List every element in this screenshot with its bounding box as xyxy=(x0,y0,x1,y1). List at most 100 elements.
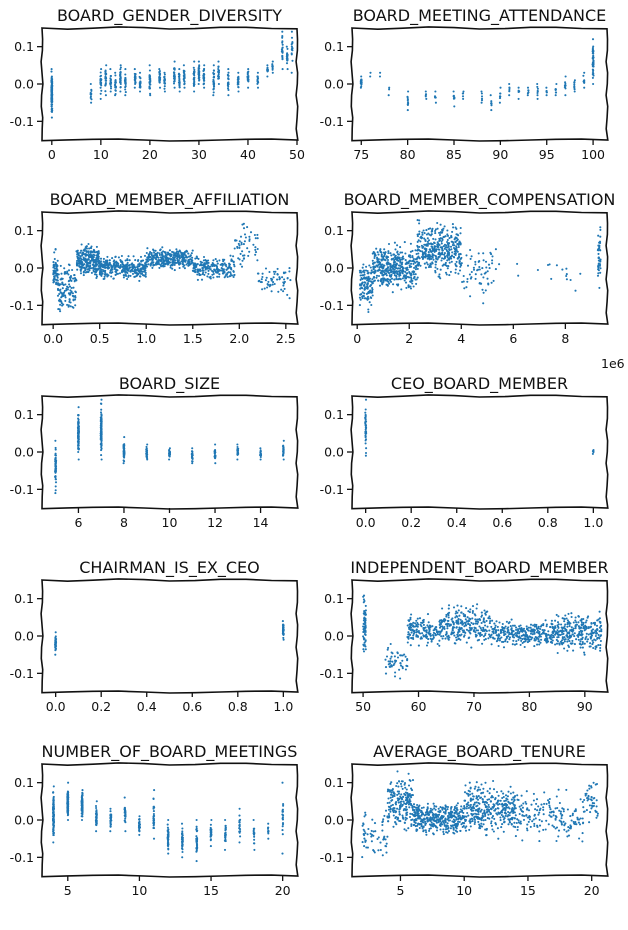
data-point xyxy=(76,255,79,258)
data-point xyxy=(99,402,103,405)
data-point xyxy=(426,257,429,260)
data-point xyxy=(440,240,443,243)
data-point xyxy=(100,274,103,277)
data-point xyxy=(216,260,219,263)
data-point xyxy=(515,642,518,646)
data-point xyxy=(77,441,80,444)
data-point xyxy=(74,290,77,293)
data-point xyxy=(238,246,241,249)
data-point xyxy=(366,282,369,285)
data-point xyxy=(61,292,64,295)
data-point xyxy=(193,74,196,77)
data-point xyxy=(398,277,401,280)
data-point xyxy=(149,83,152,86)
data-point xyxy=(130,263,134,266)
data-point xyxy=(171,256,175,259)
data-point xyxy=(380,258,383,261)
x-tick-label: 8 xyxy=(120,515,128,530)
data-point xyxy=(290,30,293,33)
data-point xyxy=(173,269,176,272)
data-point xyxy=(122,459,125,462)
data-point xyxy=(447,637,450,640)
data-point xyxy=(484,638,487,641)
data-point xyxy=(515,640,518,643)
data-point xyxy=(415,625,418,628)
x-tick-label: 0.5 xyxy=(90,331,110,346)
data-point xyxy=(470,621,473,624)
data-point xyxy=(421,246,424,249)
data-point xyxy=(456,243,459,246)
data-point xyxy=(173,76,176,80)
data-point xyxy=(81,251,84,254)
data-point xyxy=(242,257,245,260)
data-point xyxy=(224,263,227,266)
data-point xyxy=(367,308,370,311)
data-point xyxy=(173,80,176,83)
data-point xyxy=(465,607,468,610)
data-point xyxy=(412,624,415,627)
data-point xyxy=(288,297,291,300)
data-point xyxy=(379,249,382,252)
data-point xyxy=(119,90,122,93)
data-point xyxy=(68,298,71,301)
data-point xyxy=(537,625,540,628)
data-point xyxy=(70,291,73,294)
data-point xyxy=(504,638,507,641)
data-point xyxy=(56,282,60,285)
data-point xyxy=(451,251,454,254)
data-point xyxy=(419,623,422,626)
data-point xyxy=(256,259,259,262)
data-point xyxy=(168,450,171,454)
data-point xyxy=(54,485,57,488)
data-point xyxy=(523,645,526,649)
data-point xyxy=(254,237,257,240)
data-point xyxy=(153,256,156,259)
data-point xyxy=(364,604,367,607)
data-point xyxy=(548,263,551,266)
x-tick-label: 0 xyxy=(48,147,56,162)
data-point xyxy=(145,265,149,268)
data-point xyxy=(538,643,541,646)
data-point xyxy=(445,623,448,626)
data-point xyxy=(106,262,109,265)
data-point xyxy=(481,267,484,270)
x-tick-label: 14 xyxy=(253,515,269,530)
data-point xyxy=(445,248,448,251)
data-point xyxy=(122,445,126,448)
data-point xyxy=(259,453,262,456)
data-point xyxy=(53,263,56,266)
data-point xyxy=(416,233,419,236)
data-point xyxy=(202,83,205,86)
data-point xyxy=(76,264,79,267)
x-tick-label: 0.0 xyxy=(356,515,376,530)
data-point xyxy=(96,250,99,253)
data-point xyxy=(536,85,539,88)
data-point xyxy=(80,243,83,246)
data-point xyxy=(164,252,167,255)
data-point xyxy=(148,87,151,90)
data-point xyxy=(409,250,412,253)
data-point xyxy=(421,231,424,234)
data-point xyxy=(423,232,426,235)
data-point xyxy=(406,268,409,271)
data-point xyxy=(178,86,181,89)
data-point xyxy=(572,649,575,652)
data-point xyxy=(365,265,368,268)
data-point xyxy=(380,255,383,258)
data-point xyxy=(290,71,293,74)
data-point xyxy=(512,636,516,639)
data-point xyxy=(227,78,230,81)
data-point xyxy=(133,72,136,75)
data-point xyxy=(161,253,164,256)
data-point xyxy=(451,620,454,623)
data-point xyxy=(489,636,492,639)
data-point xyxy=(493,628,496,631)
data-point xyxy=(411,636,415,639)
data-point xyxy=(399,662,402,665)
data-point xyxy=(100,426,103,429)
data-point xyxy=(201,264,204,267)
data-point xyxy=(413,276,416,279)
data-point xyxy=(290,43,293,46)
data-point xyxy=(434,238,437,241)
data-point xyxy=(81,261,84,265)
